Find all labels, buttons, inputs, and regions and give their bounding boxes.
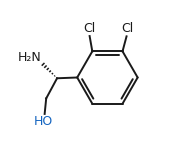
Text: HO: HO: [34, 115, 53, 128]
Text: H₂N: H₂N: [17, 51, 41, 64]
Text: Cl: Cl: [84, 22, 96, 35]
Text: Cl: Cl: [121, 22, 133, 35]
